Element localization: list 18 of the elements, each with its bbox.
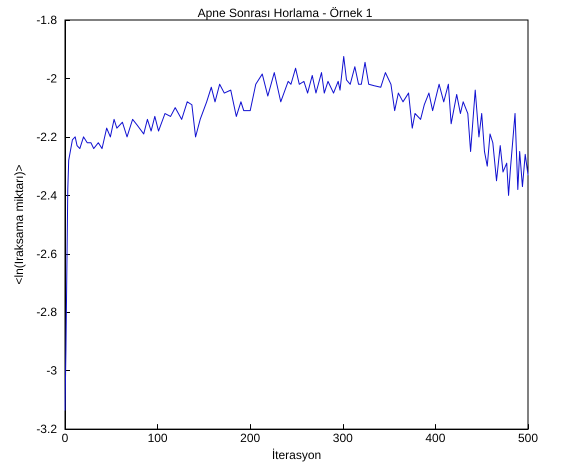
x-axis-title: İterasyon	[272, 448, 322, 462]
y-tick-label: -1.8	[36, 13, 58, 27]
x-tick-label: 0	[62, 431, 69, 446]
y-tick-label: -2.2	[36, 130, 58, 144]
x-tick-label: 400	[425, 431, 446, 446]
y-tick-label: -2	[46, 71, 58, 86]
y-tick-label: -2.4	[36, 188, 58, 202]
y-tick-label: -2.6	[36, 246, 58, 261]
y-axis-title: <ln(Iraksama miktarı)>	[12, 164, 26, 285]
y-tick-label: -3	[46, 364, 58, 378]
x-tick-label: 300	[332, 431, 354, 446]
x-tick-label: 500	[518, 431, 538, 446]
chart-title: Apne Sonrası Horlama - Örnek 1	[198, 6, 373, 20]
x-tick-label: 200	[240, 431, 261, 446]
x-tick-label: 100	[148, 431, 168, 446]
y-tick-label: -2.8	[36, 305, 58, 320]
line-series	[64, 56, 528, 411]
y-tick-label: -3.2	[36, 422, 58, 436]
